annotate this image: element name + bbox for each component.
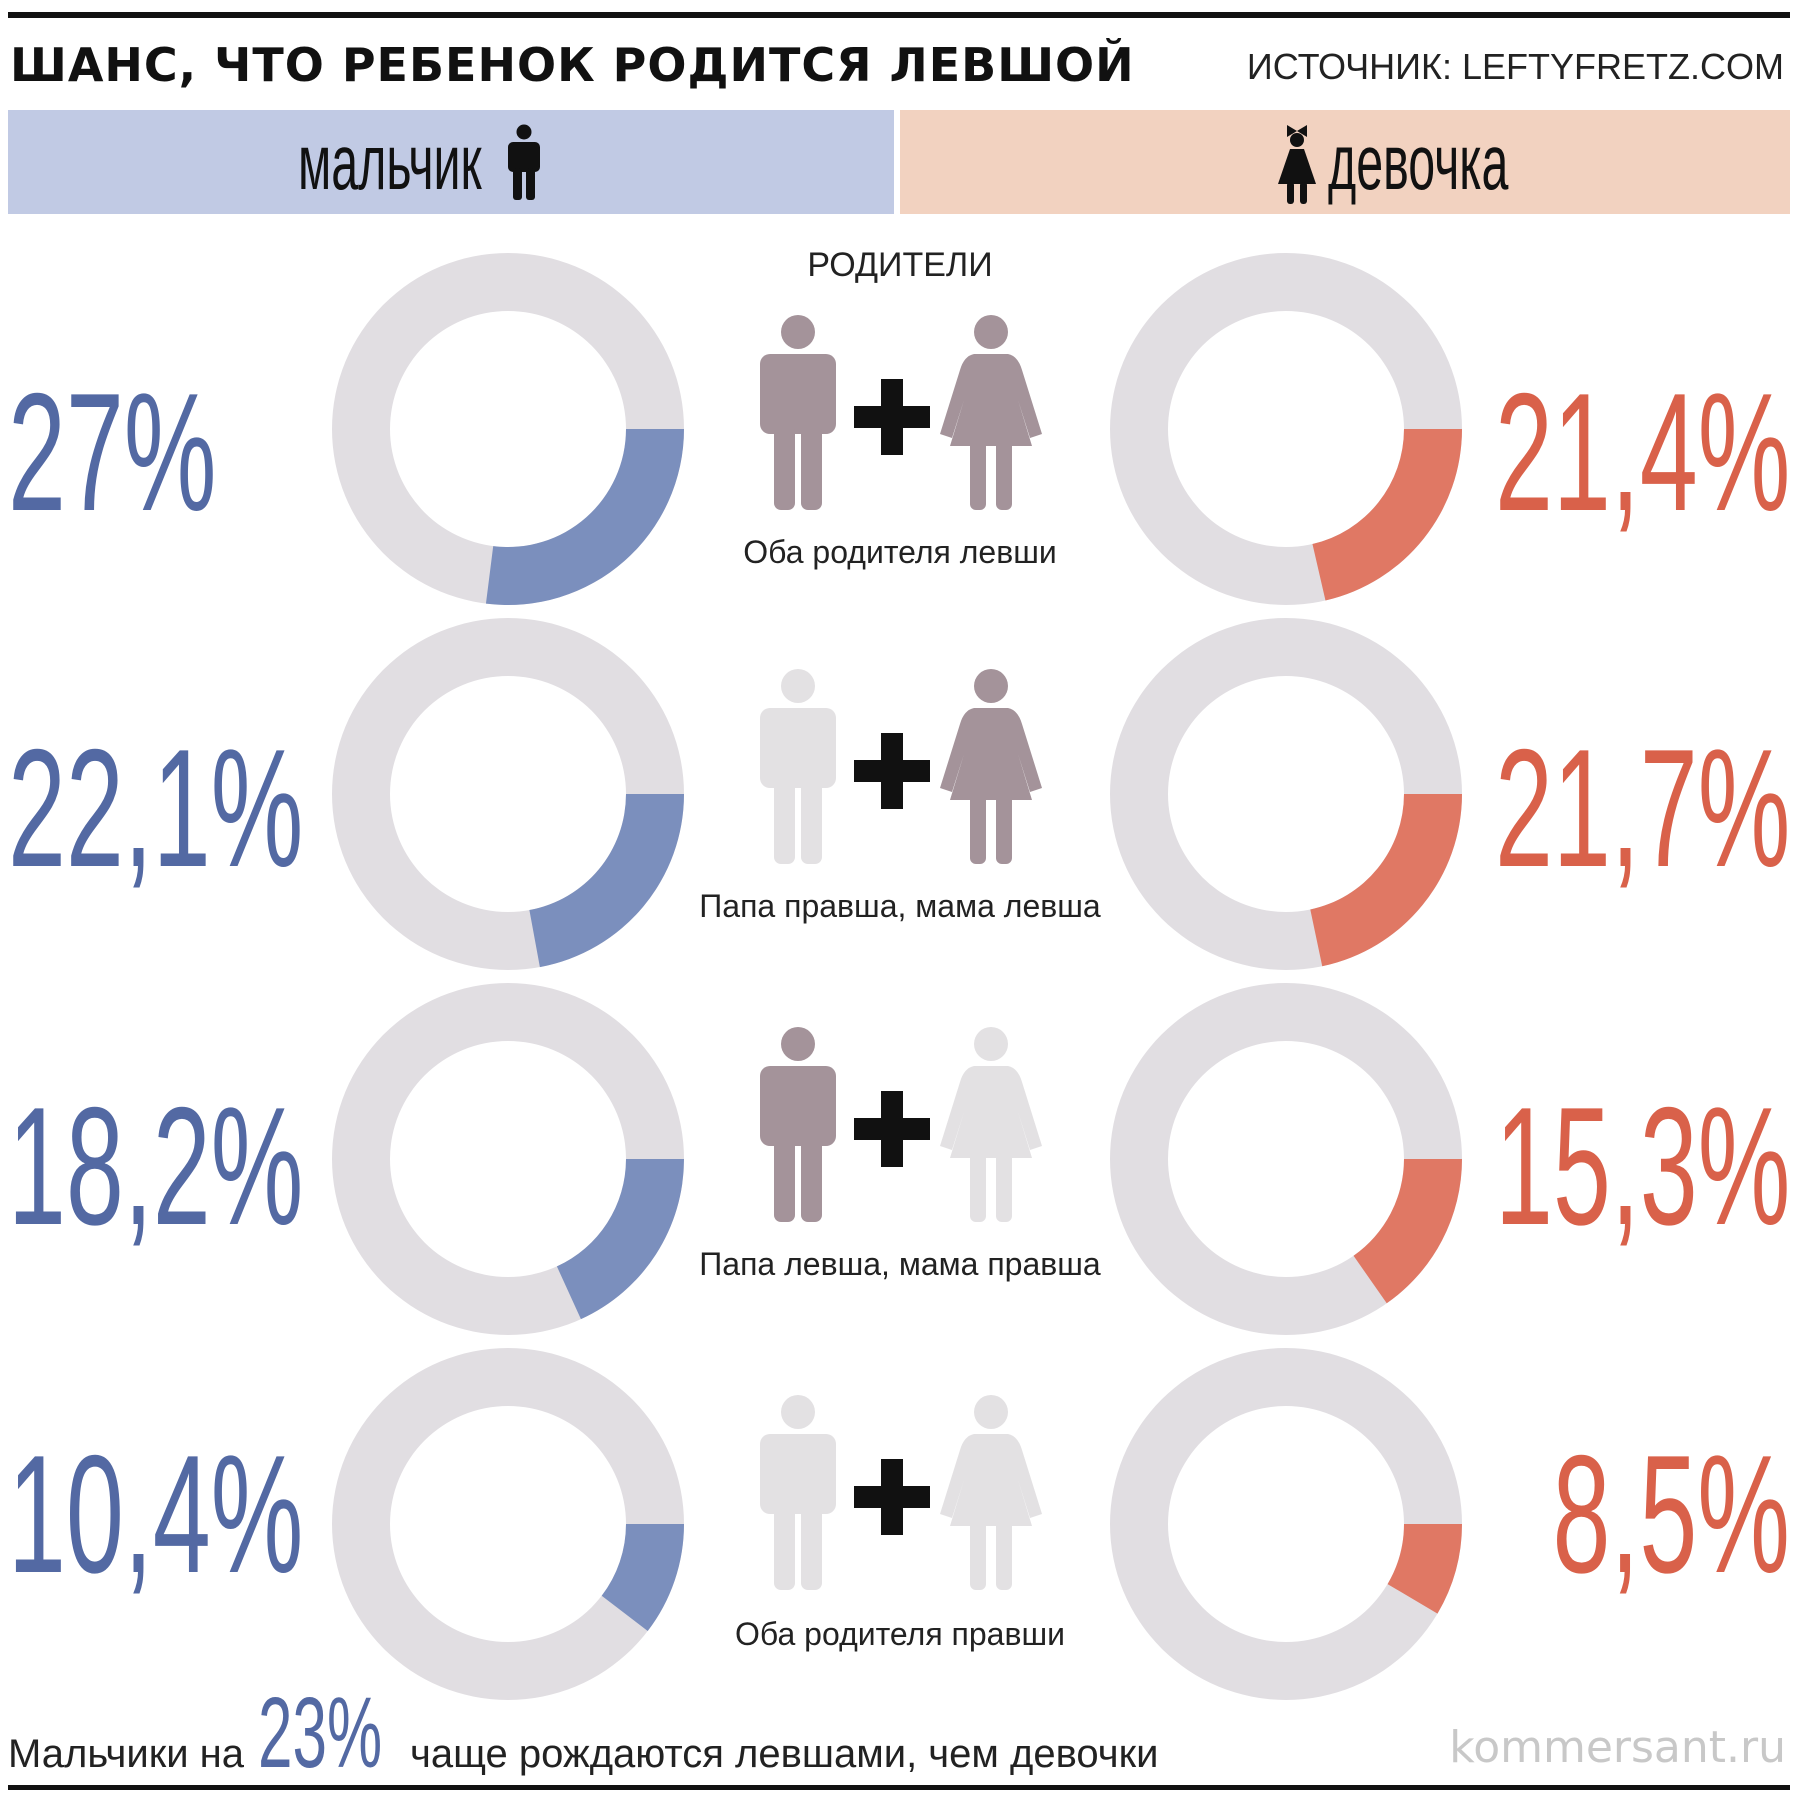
boy-value-arc-4	[601, 1524, 684, 1631]
boy-donut-3	[332, 983, 684, 1335]
girl-donut-3	[1110, 983, 1462, 1335]
parents-pair-4	[760, 1395, 1042, 1590]
top-rule	[8, 12, 1790, 18]
boy-value-arc-3	[556, 1159, 684, 1320]
girl-band-label: девочка	[1328, 117, 1509, 206]
boy-band-label: мальчик	[298, 117, 482, 206]
girl-value-label-4: 8,5%	[1552, 1420, 1790, 1608]
woman-icon	[940, 1395, 1042, 1590]
parents-heading: РОДИТЕЛИ	[807, 246, 993, 284]
plus-icon	[854, 379, 930, 455]
girl-donut-4	[1110, 1348, 1462, 1700]
parents-caption-4: Оба родителя правши	[735, 1616, 1065, 1652]
girl-value-label-2: 21,7%	[1494, 714, 1790, 902]
girl-donut-2	[1110, 618, 1462, 970]
man-icon	[760, 1395, 836, 1590]
girl-value-arc-4	[1387, 1524, 1462, 1614]
girl-value-label-1: 21,4%	[1494, 358, 1790, 546]
boy-band: мальчик	[8, 110, 894, 214]
parents-pair-1	[760, 315, 1042, 510]
boy-value-label-1: 27%	[8, 358, 217, 546]
boy-donut-2	[332, 618, 684, 970]
boy-value-arc-2	[529, 794, 684, 968]
chart-title: ШАНС, ЧТО РЕБЕНОК РОДИТСЯ ЛЕВШОЙ	[10, 38, 1135, 92]
parents-caption-2: Папа правша, мама левша	[699, 888, 1101, 924]
boy-icon	[508, 124, 540, 200]
woman-icon	[940, 1027, 1042, 1222]
footer-highlight: 23%	[258, 1677, 383, 1789]
footer-prefix: Мальчики на	[8, 1732, 244, 1776]
parents-pair-2	[760, 669, 1042, 864]
girl-value-arc-2	[1310, 794, 1462, 967]
boy-donut-1	[332, 253, 684, 605]
parents-pair-3	[760, 1027, 1042, 1222]
footer-suffix: чаще рождаются левшами, чем девочки	[410, 1732, 1159, 1776]
man-icon	[760, 669, 836, 864]
parents-caption-3: Папа левша, мама правша	[699, 1246, 1101, 1282]
girl-band: девочка	[900, 110, 1790, 214]
plus-icon	[854, 1091, 930, 1167]
man-icon	[760, 315, 836, 510]
boy-value-label-3: 18,2%	[8, 1072, 304, 1260]
source-note: ИСТОЧНИК: LEFTYFRETZ.COM	[1246, 46, 1784, 87]
girl-icon	[1278, 125, 1316, 204]
boy-value-label-4: 10,4%	[8, 1420, 304, 1608]
woman-icon	[940, 669, 1042, 864]
donut-track	[1110, 1348, 1462, 1700]
boy-donut-4	[332, 1348, 684, 1700]
brand-logo: kommersant.ru	[1449, 1722, 1786, 1773]
plus-icon	[854, 1459, 930, 1535]
parents-caption-1: Оба родителя левши	[743, 534, 1057, 570]
girl-donut-1	[1110, 253, 1462, 605]
footer-note: Мальчики на 23% чаще рождаются левшами, …	[8, 1676, 1159, 1789]
girl-value-arc-1	[1312, 429, 1462, 601]
bottom-rule	[8, 1785, 1790, 1790]
boy-value-arc-1	[485, 429, 684, 605]
girl-value-arc-3	[1353, 1159, 1462, 1304]
man-icon	[760, 1027, 836, 1222]
plus-icon	[854, 733, 930, 809]
girl-value-label-3: 15,3%	[1494, 1072, 1790, 1260]
woman-icon	[940, 315, 1042, 510]
boy-value-label-2: 22,1%	[8, 714, 304, 902]
donut-track	[332, 1348, 684, 1700]
